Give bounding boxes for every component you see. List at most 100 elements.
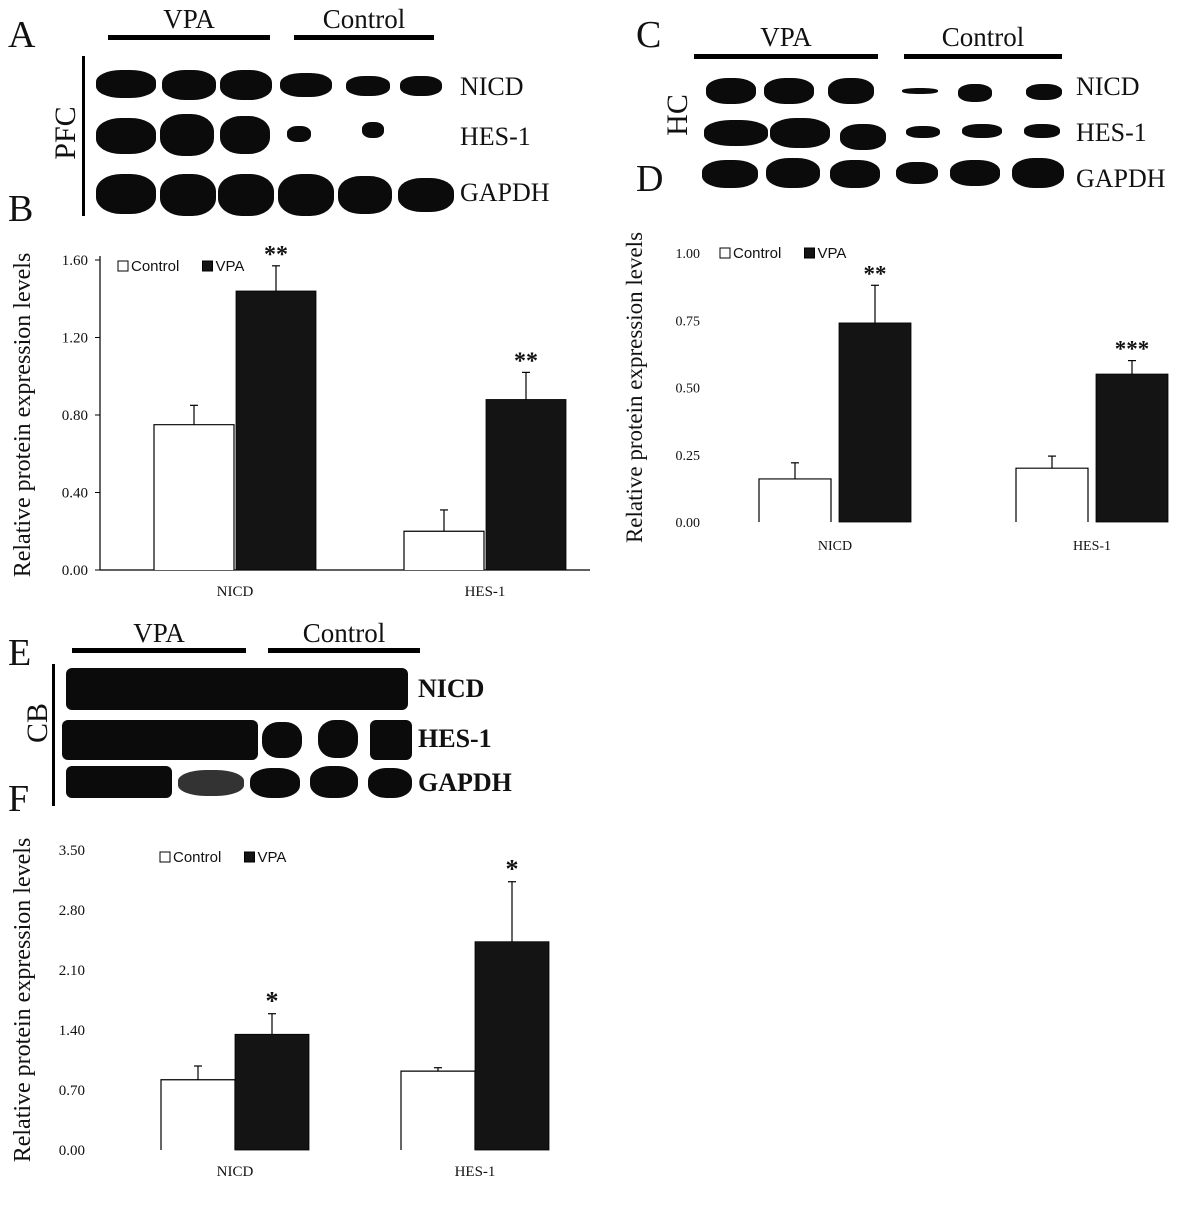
bar-vpa xyxy=(474,941,550,1151)
blot-band xyxy=(162,70,216,100)
bar-control xyxy=(160,1079,236,1150)
chart-b: 0.00 0.40 0.80 1.20 1.60 Relative protein exp… xyxy=(0,220,600,620)
blot-band xyxy=(958,84,992,102)
blot-band xyxy=(262,722,302,758)
y-tick-label: 0.25 xyxy=(676,449,701,464)
panel-letter-e: E xyxy=(8,632,32,674)
blot-band xyxy=(766,158,820,188)
legend-swatch xyxy=(202,260,213,272)
blot-c-group-vpa-bar xyxy=(694,54,878,59)
blot-e-region-label: CB xyxy=(21,702,54,744)
chart-f: 0.00 0.70 1.40 2.10 2.80 3.50 Relative protein… xyxy=(0,800,620,1217)
panel-letter-c: C xyxy=(636,14,662,56)
legend-swatch xyxy=(804,247,815,259)
bar-vpa xyxy=(1095,373,1169,523)
blot-band xyxy=(96,70,156,98)
bar-control xyxy=(400,1070,476,1150)
blot-c-group-control: Control xyxy=(941,22,1025,52)
x-category-label: NICD xyxy=(818,539,852,554)
significance-mark: ** xyxy=(264,242,288,268)
blot-band xyxy=(1012,158,1064,188)
blot-band xyxy=(62,720,258,760)
blot-a-region-line xyxy=(82,56,85,216)
blot-band xyxy=(706,78,756,104)
blot-band xyxy=(160,114,214,156)
blot-a-region-label: PFC xyxy=(49,106,82,160)
blot-a-label-hes1: HES-1 xyxy=(460,122,531,151)
blot-e-region-line xyxy=(52,664,55,806)
bar-vpa xyxy=(485,399,567,571)
x-category-label: NICD xyxy=(217,584,254,600)
blot-band xyxy=(220,70,272,100)
legend-label: VPA xyxy=(216,258,245,275)
y-tick-label: 3.50 xyxy=(59,843,85,859)
blot-band xyxy=(770,118,830,148)
bar-vpa xyxy=(234,1033,310,1151)
blot-band xyxy=(96,174,156,214)
blot-c-group-control-bar xyxy=(904,54,1062,59)
blot-band xyxy=(702,160,758,188)
y-tick-label: 1.60 xyxy=(62,253,88,269)
blot-band xyxy=(370,720,412,760)
significance-mark: * xyxy=(266,987,279,1016)
y-tick-label: 0.00 xyxy=(62,563,88,579)
y-axis-label: Relative protein expression levels xyxy=(10,253,36,578)
y-tick-label: 1.20 xyxy=(62,331,88,347)
blot-band xyxy=(66,766,172,798)
y-tick-label: 0.80 xyxy=(62,408,88,424)
y-tick-label: 0.50 xyxy=(676,382,701,397)
panel-letter-a: A xyxy=(8,14,36,56)
blot-band xyxy=(764,78,814,104)
bar-control xyxy=(1015,467,1089,522)
y-tick-label: 0.00 xyxy=(676,516,701,531)
blot-a-group-vpa: VPA xyxy=(163,4,215,34)
blot-e-group-vpa-bar xyxy=(72,648,246,653)
blot-e-group-control-bar xyxy=(268,648,420,653)
blot-band xyxy=(398,178,454,212)
blot-band xyxy=(220,116,270,154)
blot-band xyxy=(1026,84,1062,100)
y-tick-label: 1.00 xyxy=(676,247,701,262)
panel-letter-d: D xyxy=(636,158,664,200)
blot-band xyxy=(896,162,938,184)
blot-band xyxy=(400,76,442,96)
blot-band xyxy=(310,766,358,798)
blot-a-label-nicd: NICD xyxy=(460,72,524,101)
blot-band xyxy=(962,124,1002,138)
blot-c-label-gapdh: GAPDH xyxy=(1076,164,1166,193)
legend-label: Control xyxy=(733,245,781,262)
legend-swatch xyxy=(719,247,731,259)
significance-mark: ** xyxy=(864,261,887,286)
bar-vpa xyxy=(235,290,317,571)
blot-band xyxy=(950,160,1000,186)
legend: Control VPA xyxy=(117,258,245,275)
blot-band xyxy=(318,720,358,758)
blot-band xyxy=(218,174,274,216)
y-tick-label: 0.40 xyxy=(62,486,88,502)
significance-mark: *** xyxy=(1115,337,1150,362)
blot-c-region-label: HC xyxy=(661,94,694,136)
chart-f-svg: 0.00 0.70 1.40 2.10 2.80 3.50 Relative protein… xyxy=(10,838,550,1180)
blot-band xyxy=(346,76,390,96)
legend-swatch xyxy=(117,260,129,272)
x-category-label: NICD xyxy=(217,1164,254,1180)
blot-a-label-gapdh: GAPDH xyxy=(460,178,550,207)
blot-band xyxy=(160,174,216,216)
blot-band xyxy=(250,768,300,798)
bar-vpa xyxy=(838,322,912,523)
bar-control xyxy=(403,530,485,570)
blot-band xyxy=(96,118,156,154)
blot-band xyxy=(178,770,244,796)
legend-swatch xyxy=(159,851,171,863)
blot-band xyxy=(338,176,392,214)
y-axis-label: Relative protein expression levels xyxy=(622,232,647,543)
blot-band xyxy=(704,120,768,146)
y-tick-label: 0.75 xyxy=(676,314,701,329)
bar-control xyxy=(153,424,235,570)
x-category-label: HES-1 xyxy=(1073,539,1111,554)
legend: Control VPA xyxy=(719,245,846,262)
bar-control xyxy=(758,478,832,522)
x-category-label: HES-1 xyxy=(465,584,506,600)
panel-letter-f: F xyxy=(8,778,30,820)
legend-label: VPA xyxy=(258,849,287,866)
